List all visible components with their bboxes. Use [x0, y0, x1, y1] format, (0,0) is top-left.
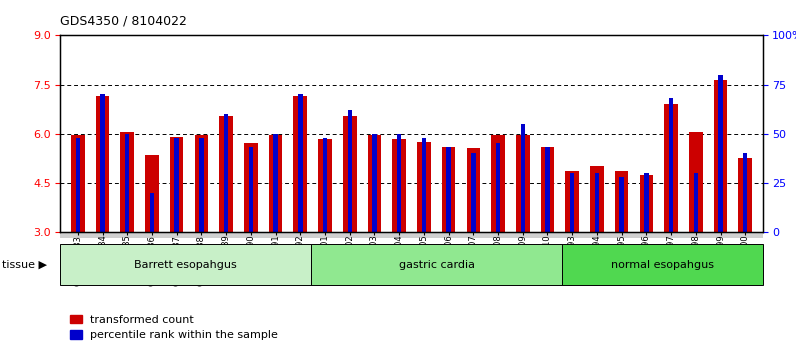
Bar [269, 135, 283, 232]
Bar [496, 143, 500, 232]
Bar [60, 244, 311, 285]
Bar [595, 173, 599, 232]
Bar [170, 137, 184, 232]
Bar [516, 135, 529, 232]
Bar [665, 104, 678, 232]
Bar [471, 153, 475, 232]
Bar [224, 114, 228, 232]
Bar [540, 147, 554, 232]
Bar [294, 96, 307, 232]
Bar [392, 138, 406, 232]
Bar [373, 133, 377, 232]
Bar [100, 95, 105, 232]
Bar [96, 96, 109, 232]
Bar [422, 138, 426, 232]
Bar [145, 155, 158, 232]
Bar [693, 173, 698, 232]
Bar [348, 110, 352, 232]
Bar [318, 138, 332, 232]
Bar [521, 124, 525, 232]
Bar [639, 175, 654, 232]
Bar [570, 173, 575, 232]
Bar [150, 193, 154, 232]
Bar [743, 153, 747, 232]
Bar [174, 138, 179, 232]
Text: gastric cardia: gastric cardia [399, 259, 474, 270]
Bar [565, 171, 579, 232]
Bar [76, 138, 80, 232]
Bar [562, 244, 763, 285]
Bar [248, 147, 253, 232]
Bar [466, 148, 480, 232]
Bar [273, 133, 278, 232]
Bar [718, 75, 723, 232]
Bar [590, 166, 603, 232]
Bar [644, 173, 649, 232]
Bar [491, 135, 505, 232]
Bar [714, 80, 728, 232]
Text: tissue ▶: tissue ▶ [2, 259, 47, 270]
Bar [71, 135, 84, 232]
Bar [368, 135, 381, 232]
Bar [447, 147, 451, 232]
Bar [311, 244, 562, 285]
Text: normal esopahgus: normal esopahgus [611, 259, 714, 270]
Bar [220, 116, 233, 232]
Bar [194, 135, 209, 232]
Bar [545, 147, 550, 232]
Bar [397, 133, 401, 232]
Bar [120, 132, 134, 232]
Bar [669, 98, 673, 232]
Bar [323, 138, 327, 232]
Bar [298, 95, 302, 232]
Bar [125, 133, 130, 232]
Text: GDS4350 / 8104022: GDS4350 / 8104022 [60, 14, 187, 27]
Legend: transformed count, percentile rank within the sample: transformed count, percentile rank withi… [66, 310, 283, 345]
Bar [199, 138, 204, 232]
Bar [689, 132, 703, 232]
Bar [417, 142, 431, 232]
Bar [619, 177, 624, 232]
Bar [343, 116, 357, 232]
Bar [615, 171, 629, 232]
Bar [244, 143, 258, 232]
Bar [739, 158, 752, 232]
Text: Barrett esopahgus: Barrett esopahgus [135, 259, 237, 270]
Bar [442, 147, 455, 232]
